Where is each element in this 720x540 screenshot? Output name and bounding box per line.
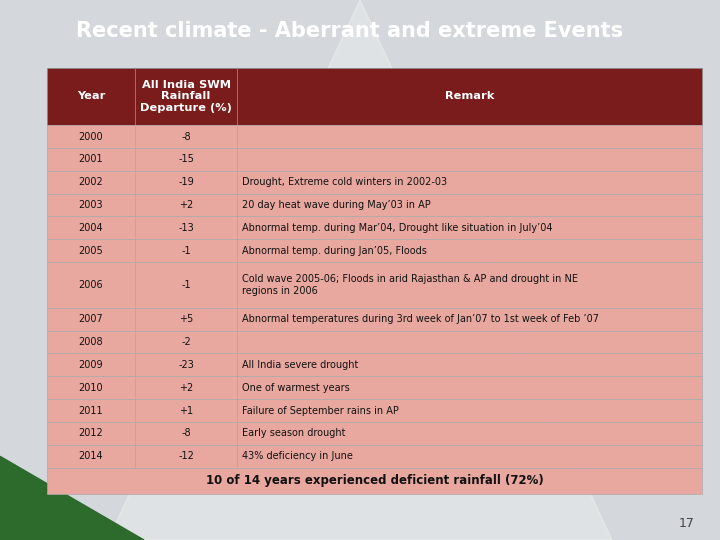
Text: -23: -23 bbox=[178, 360, 194, 370]
Text: -13: -13 bbox=[178, 223, 194, 233]
Text: 10 of 14 years experienced deficient rainfall (72%): 10 of 14 years experienced deficient rai… bbox=[205, 474, 544, 488]
Text: 2008: 2008 bbox=[78, 337, 104, 347]
Bar bbox=[47, 262, 135, 308]
Bar bbox=[237, 445, 702, 468]
Text: 2012: 2012 bbox=[78, 428, 104, 438]
Text: 2014: 2014 bbox=[78, 451, 104, 461]
Text: 2010: 2010 bbox=[78, 383, 104, 393]
Bar bbox=[237, 399, 702, 422]
Bar bbox=[135, 171, 237, 194]
Text: 2004: 2004 bbox=[78, 223, 104, 233]
Bar bbox=[135, 354, 237, 376]
Text: 2009: 2009 bbox=[78, 360, 104, 370]
Bar bbox=[135, 125, 237, 148]
Bar bbox=[135, 376, 237, 399]
Polygon shape bbox=[108, 0, 612, 540]
Bar bbox=[47, 125, 135, 148]
Bar bbox=[237, 171, 702, 194]
Text: +2: +2 bbox=[179, 383, 193, 393]
Bar bbox=[47, 354, 135, 376]
Text: All India severe drought: All India severe drought bbox=[242, 360, 359, 370]
Bar bbox=[47, 399, 135, 422]
Bar bbox=[135, 194, 237, 217]
Text: -8: -8 bbox=[181, 428, 191, 438]
Bar bbox=[135, 399, 237, 422]
Bar bbox=[47, 148, 135, 171]
Bar bbox=[237, 125, 702, 148]
Text: 2003: 2003 bbox=[78, 200, 104, 210]
Text: Abnormal temp. during Jan’05, Floods: Abnormal temp. during Jan’05, Floods bbox=[242, 246, 427, 256]
Text: 2001: 2001 bbox=[78, 154, 104, 164]
Bar bbox=[47, 445, 135, 468]
Text: Failure of September rains in AP: Failure of September rains in AP bbox=[242, 406, 399, 416]
Bar bbox=[47, 376, 135, 399]
Bar bbox=[135, 239, 237, 262]
Text: Drought, Extreme cold winters in 2002-03: Drought, Extreme cold winters in 2002-03 bbox=[242, 177, 447, 187]
Text: -12: -12 bbox=[178, 451, 194, 461]
Bar bbox=[47, 422, 135, 445]
Text: -15: -15 bbox=[178, 154, 194, 164]
Bar bbox=[237, 330, 702, 354]
Text: Early season drought: Early season drought bbox=[242, 428, 346, 438]
Bar bbox=[47, 468, 702, 494]
Text: 20 day heat wave during May’03 in AP: 20 day heat wave during May’03 in AP bbox=[242, 200, 431, 210]
Text: Abnormal temperatures during 3rd week of Jan’07 to 1st week of Feb ’07: Abnormal temperatures during 3rd week of… bbox=[242, 314, 599, 324]
Bar bbox=[135, 68, 237, 125]
Bar bbox=[135, 262, 237, 308]
Text: 2007: 2007 bbox=[78, 314, 104, 324]
Bar bbox=[47, 330, 135, 354]
Text: Year: Year bbox=[77, 91, 105, 102]
Bar bbox=[135, 445, 237, 468]
Text: +1: +1 bbox=[179, 406, 193, 416]
Bar bbox=[47, 171, 135, 194]
Bar bbox=[135, 330, 237, 354]
Text: All India SWM
Rainfall
Departure (%): All India SWM Rainfall Departure (%) bbox=[140, 80, 232, 113]
Text: Abnormal temp. during Mar’04, Drought like situation in July’04: Abnormal temp. during Mar’04, Drought li… bbox=[242, 223, 552, 233]
Text: Remark: Remark bbox=[445, 91, 494, 102]
Bar bbox=[47, 217, 135, 239]
Text: -19: -19 bbox=[178, 177, 194, 187]
Text: +2: +2 bbox=[179, 200, 193, 210]
Bar bbox=[237, 422, 702, 445]
Bar bbox=[47, 308, 135, 330]
Bar bbox=[237, 376, 702, 399]
Text: -8: -8 bbox=[181, 132, 191, 141]
Bar bbox=[135, 148, 237, 171]
Polygon shape bbox=[0, 456, 144, 540]
Text: 43% deficiency in June: 43% deficiency in June bbox=[242, 451, 353, 461]
Text: 2011: 2011 bbox=[78, 406, 104, 416]
Text: Cold wave 2005-06; Floods in arid Rajasthan & AP and drought in NE
regions in 20: Cold wave 2005-06; Floods in arid Rajast… bbox=[242, 274, 578, 296]
Text: -1: -1 bbox=[181, 246, 191, 256]
Text: 17: 17 bbox=[679, 517, 695, 530]
Text: 2006: 2006 bbox=[78, 280, 104, 290]
Bar bbox=[47, 194, 135, 217]
Bar bbox=[237, 239, 702, 262]
Bar bbox=[237, 217, 702, 239]
Bar bbox=[237, 148, 702, 171]
Bar bbox=[47, 68, 135, 125]
Bar bbox=[237, 194, 702, 217]
Bar bbox=[135, 217, 237, 239]
Text: +5: +5 bbox=[179, 314, 193, 324]
Text: 2005: 2005 bbox=[78, 246, 104, 256]
Bar bbox=[237, 262, 702, 308]
Bar bbox=[135, 422, 237, 445]
Bar bbox=[237, 354, 702, 376]
Text: 2000: 2000 bbox=[78, 132, 104, 141]
Bar bbox=[47, 239, 135, 262]
Text: 2002: 2002 bbox=[78, 177, 104, 187]
Text: -2: -2 bbox=[181, 337, 191, 347]
Bar bbox=[237, 68, 702, 125]
Bar bbox=[135, 308, 237, 330]
Text: Recent climate - Aberrant and extreme Events: Recent climate - Aberrant and extreme Ev… bbox=[76, 21, 623, 41]
Text: One of warmest years: One of warmest years bbox=[242, 383, 350, 393]
Text: -1: -1 bbox=[181, 280, 191, 290]
Bar bbox=[237, 308, 702, 330]
